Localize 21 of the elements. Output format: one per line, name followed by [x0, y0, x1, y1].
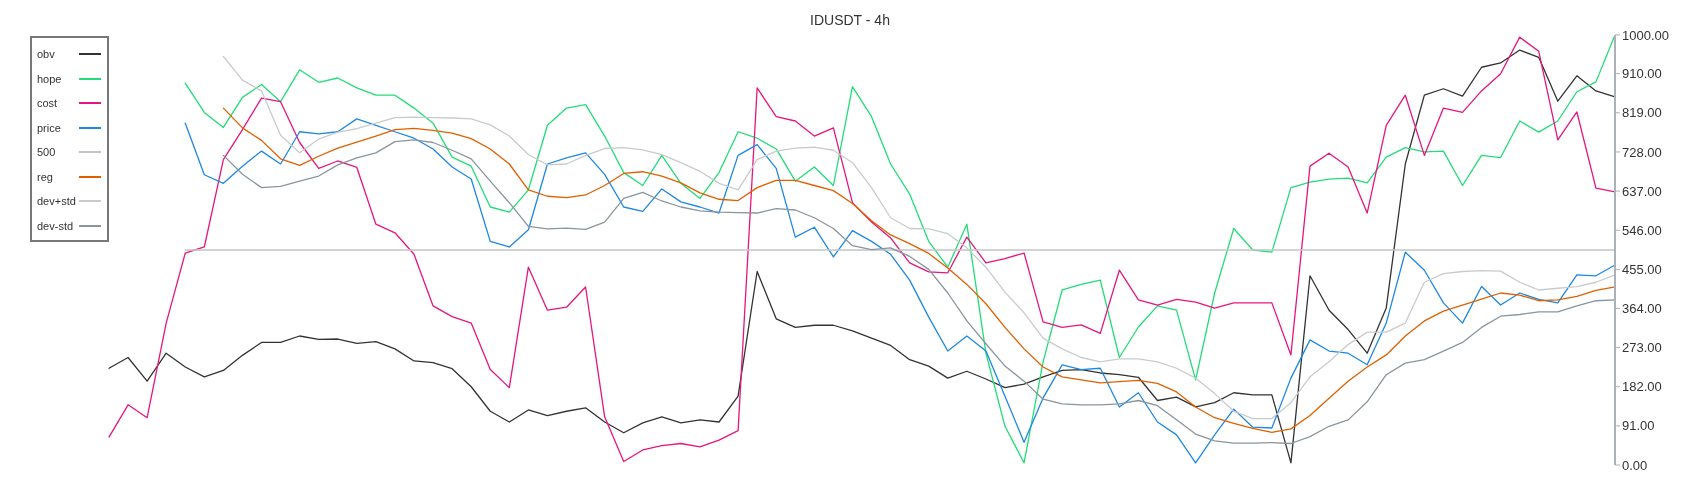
legend-label: obv [37, 48, 55, 61]
y-tick-label: 637.00 [1622, 183, 1662, 199]
y-tick-label: 910.00 [1622, 66, 1662, 82]
y-tick-label: 728.00 [1622, 144, 1662, 160]
legend-label: price [37, 121, 61, 134]
legend-label: dev-std [37, 219, 74, 232]
legend-label: cost [37, 97, 58, 110]
y-tick-label: 364.00 [1622, 301, 1662, 317]
y-tick-label: 0.00 [1622, 457, 1648, 473]
legend-label: 500 [37, 146, 56, 159]
y-tick-label: 273.00 [1622, 340, 1662, 356]
y-tick-label: 819.00 [1622, 105, 1662, 121]
legend-label: hope [37, 72, 62, 85]
y-tick-label: 546.00 [1622, 222, 1662, 238]
legend-label: dev+std [37, 195, 76, 208]
legend-label: reg [37, 170, 53, 183]
y-tick-label: 1000.00 [1622, 27, 1669, 43]
y-tick-label: 182.00 [1622, 379, 1662, 395]
y-tick-label: 455.00 [1622, 261, 1662, 277]
chart-title: IDUSDT - 4h [809, 12, 891, 28]
y-tick-label: 91.00 [1622, 418, 1655, 434]
